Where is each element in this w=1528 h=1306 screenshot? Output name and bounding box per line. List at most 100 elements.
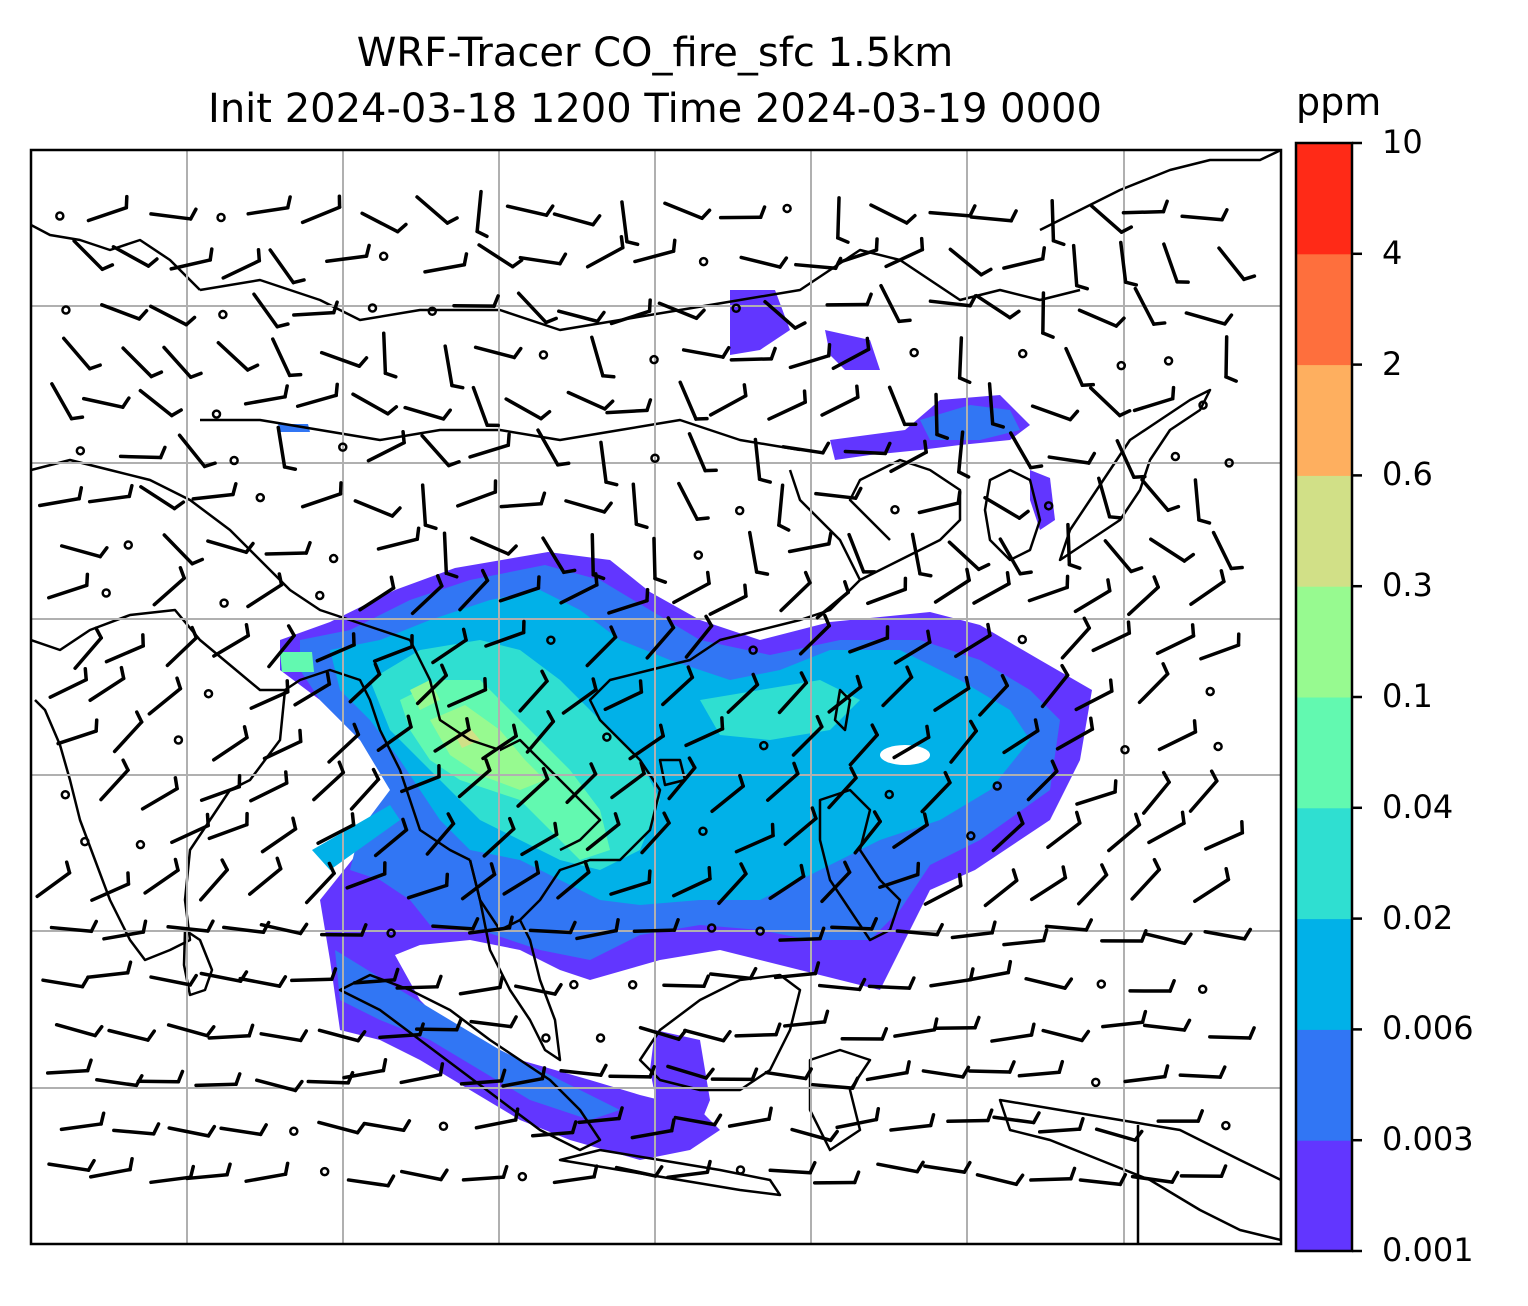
wind-barb	[104, 633, 145, 664]
wind-barb	[974, 293, 1021, 320]
wind-barb	[933, 1015, 981, 1031]
wind-barb	[972, 571, 1011, 605]
wind-barb	[143, 857, 180, 895]
wind-barb	[206, 539, 255, 554]
wind-barb	[410, 574, 444, 616]
coastline-korea	[983, 468, 1042, 562]
wind-barb	[1128, 979, 1176, 993]
wind-barb-calm	[255, 492, 266, 503]
wind-barb	[262, 728, 303, 761]
wind-barb	[781, 441, 831, 455]
wind-barb	[1184, 311, 1234, 326]
wind-barb	[967, 1060, 1016, 1074]
wind-barb	[194, 1072, 242, 1088]
wind-barb	[1076, 863, 1109, 906]
wind-barb	[791, 714, 824, 757]
wind-barb	[1027, 574, 1070, 603]
wind-barb	[216, 341, 260, 372]
wind-barb-calm	[992, 781, 1002, 791]
wind-barb-calm	[1096, 979, 1107, 989]
wind-barb-calm	[219, 598, 229, 608]
wind-barb	[835, 1106, 881, 1130]
wind-barb	[928, 204, 977, 218]
wind-barb	[1094, 1127, 1144, 1142]
wind-barb	[590, 335, 616, 379]
wind-barb	[836, 237, 879, 265]
wind-barb	[54, 1022, 104, 1038]
wind-barb	[1123, 1064, 1170, 1084]
wind-barb	[1147, 810, 1186, 845]
co-tracer-field	[278, 290, 1092, 1160]
wind-barb	[1149, 537, 1196, 563]
wind-barb	[836, 196, 850, 244]
wind-barb	[99, 758, 130, 802]
wind-barb	[525, 710, 556, 754]
wind-barb	[840, 1027, 889, 1041]
wind-barb-calm	[884, 789, 895, 800]
wind-barb	[167, 1124, 217, 1138]
wind-barb-calm	[731, 303, 741, 314]
wind-barb	[565, 762, 598, 804]
wind-barb	[889, 1113, 936, 1132]
coastline-sulawesi	[808, 1048, 872, 1152]
wind-barb	[585, 234, 625, 269]
wind-barb	[149, 207, 198, 221]
wind-barb	[949, 719, 978, 764]
wind-barb	[246, 195, 292, 216]
wind-barb	[140, 776, 179, 811]
wind-barb	[1189, 569, 1226, 606]
wind-barb	[1157, 719, 1198, 752]
wind-barb	[290, 967, 338, 983]
wind-barb	[1224, 335, 1238, 383]
wind-barb	[90, 871, 131, 902]
wind-barb	[484, 619, 526, 648]
wind-barb	[319, 350, 369, 368]
colorbar-segment	[1296, 1140, 1352, 1252]
wind-barb	[777, 483, 791, 532]
wind-barb	[473, 345, 523, 360]
wind-barb	[37, 486, 84, 508]
wind-barb	[1040, 663, 1070, 709]
wind-barb	[657, 301, 706, 321]
wind-barb	[933, 675, 971, 712]
wind-barb-calm	[61, 305, 71, 315]
wind-barb	[865, 1060, 911, 1082]
wind-barb	[717, 862, 748, 906]
wind-barb	[1199, 632, 1241, 661]
wind-barb	[443, 344, 465, 390]
wind-barb	[1132, 385, 1176, 413]
wind-barb	[148, 304, 197, 327]
wind-barb	[86, 194, 129, 223]
wind-barb	[212, 623, 251, 658]
wind-barb	[372, 634, 414, 663]
wind-barb-calm	[890, 504, 900, 515]
wind-barb	[739, 255, 789, 269]
wind-barb-calm	[135, 839, 146, 850]
wind-barb	[530, 1120, 578, 1138]
wind-barb	[358, 575, 396, 612]
wind-barb	[992, 1111, 1041, 1125]
wind-barb	[264, 540, 312, 556]
colorbar-segment	[1296, 807, 1352, 920]
wind-barb	[998, 537, 1033, 576]
wind-barb	[149, 973, 198, 987]
wind-barb	[304, 861, 336, 905]
wind-barb	[848, 723, 879, 767]
wind-barb	[815, 580, 850, 620]
wind-barb	[249, 679, 290, 710]
coastline-indochina	[468, 469, 862, 932]
wind-barb	[1030, 404, 1080, 422]
wind-barb	[768, 863, 806, 901]
wind-barb	[458, 974, 505, 996]
wind-barb-calm	[517, 1171, 528, 1182]
wind-barb	[609, 298, 652, 326]
wind-barb	[351, 392, 399, 416]
wind-barb-calm	[438, 1121, 449, 1132]
wind-barb	[47, 1158, 96, 1172]
wind-barb-calm	[75, 446, 86, 456]
wind-barb	[162, 345, 203, 379]
border-himalaya	[31, 458, 411, 642]
wind-barb	[1073, 578, 1112, 614]
wind-barb	[559, 572, 599, 605]
wind-barb	[1044, 918, 1093, 932]
